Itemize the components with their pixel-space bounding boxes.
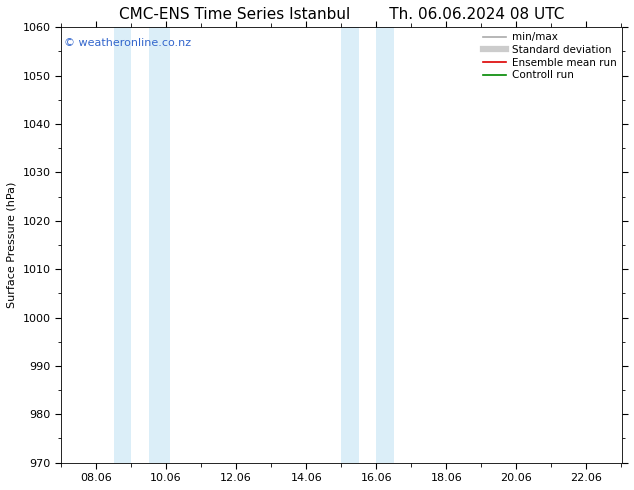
Y-axis label: Surface Pressure (hPa): Surface Pressure (hPa) [7,182,17,308]
Text: © weatheronline.co.nz: © weatheronline.co.nz [64,38,191,48]
Legend: min/max, Standard deviation, Ensemble mean run, Controll run: min/max, Standard deviation, Ensemble me… [481,30,618,82]
Bar [113,27,131,463]
Bar [377,27,394,463]
Bar [341,27,359,463]
Title: CMC-ENS Time Series Istanbul        Th. 06.06.2024 08 UTC: CMC-ENS Time Series Istanbul Th. 06.06.2… [119,7,564,22]
Bar [148,27,170,463]
